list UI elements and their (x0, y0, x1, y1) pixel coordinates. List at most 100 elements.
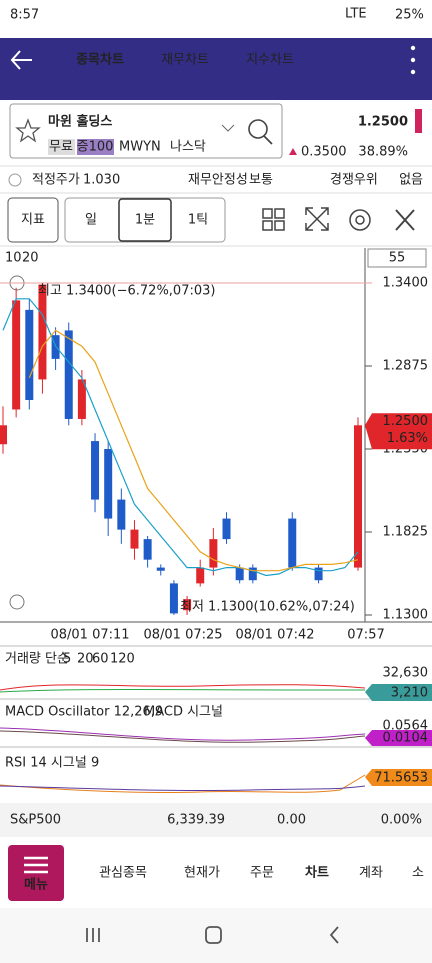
period-value: 55 (389, 251, 406, 266)
search-icon (263, 135, 273, 145)
badge: 증100 (77, 140, 114, 155)
android-buttons[interactable] (86, 926, 339, 944)
low-annotation: 최저 1.1300(10.62%,07:24) (180, 600, 355, 615)
nav-item[interactable]: 계좌 (359, 866, 383, 881)
stock-market: 나스닥 (170, 140, 206, 155)
indicator-period: 5 (63, 652, 71, 667)
more-button[interactable] (410, 45, 416, 75)
indicator-period: 120 (110, 652, 135, 667)
toolbar-button[interactable]: 지표 (21, 213, 45, 228)
ticker-bar (0, 803, 432, 837)
up-triangle (289, 148, 297, 155)
ma-line (28, 329, 359, 572)
zoom-out[interactable] (9, 594, 25, 610)
candle-body (196, 567, 205, 584)
volume-line (0, 689, 366, 693)
tools-icon[interactable] (395, 209, 415, 231)
info-label: 적정주가 (32, 173, 80, 188)
header-tab[interactable]: 지수차트 (246, 53, 294, 68)
candle-body (104, 449, 113, 519)
candle-body (288, 518, 297, 568)
candle-body (0, 425, 7, 445)
settings-icon (355, 215, 365, 225)
button-frame[interactable] (7, 197, 59, 243)
candle-body (77, 379, 86, 419)
candle-body (117, 499, 126, 530)
ma-line (2, 298, 359, 577)
toolbar-button[interactable]: 1틱 (188, 213, 208, 228)
period-box[interactable] (367, 248, 427, 268)
badge-bg (77, 139, 114, 155)
status-time: 8:57 (10, 8, 39, 23)
stock-change: 0.3500 (301, 145, 347, 160)
help-icon[interactable] (8, 173, 22, 187)
legend-entry: 10 (5, 251, 22, 266)
android-nav (0, 908, 432, 963)
legend-entry: 20 (22, 251, 39, 266)
info-value: 없음 (399, 173, 423, 188)
rsi-line (0, 774, 366, 794)
stock-ticker: MWYN (119, 140, 161, 155)
search-icon[interactable] (248, 119, 268, 139)
candle-body (38, 284, 47, 380)
toolbar-button[interactable]: 일 (85, 213, 97, 228)
nav-item[interactable]: 소 (412, 866, 424, 881)
status-network: LTE (345, 7, 367, 22)
indicator-max: 0.0564 (383, 719, 429, 734)
layout-icon[interactable] (262, 208, 285, 231)
ticker-change-pct: 0.00% (381, 813, 422, 828)
indicator-label: MACD 시그널 (144, 705, 223, 720)
candle-body (248, 567, 257, 581)
info-value: 1.030 (83, 173, 120, 188)
info-label: 경쟁우위 (330, 173, 378, 188)
menu-icon (24, 856, 48, 874)
back-button[interactable] (10, 50, 32, 70)
candle-body (130, 529, 139, 549)
header-tab[interactable]: 종목차트 (76, 52, 124, 68)
ticker-change: 0.00 (277, 813, 306, 828)
candle-body (354, 425, 362, 568)
y-tick-label: 1.1825 (383, 525, 429, 540)
x-tick-label: 08/01 07:11 (50, 628, 129, 643)
indicator-max: 32,630 (383, 666, 429, 681)
last-price: 1.2500 (383, 414, 429, 429)
indicator-box (365, 684, 432, 701)
header-bar (0, 38, 432, 100)
menu-label[interactable]: 메뉴 (24, 878, 48, 893)
indicator-last: 3,210 (391, 686, 428, 701)
nav-item[interactable]: 현재가 (184, 866, 220, 881)
button-selected[interactable] (118, 198, 172, 242)
price-bar (415, 109, 422, 133)
x-tick-label: 07:57 (347, 628, 384, 643)
last-price-box (365, 413, 432, 450)
favorite-star[interactable] (15, 118, 41, 143)
nav-item[interactable]: 차트 (305, 865, 329, 881)
indicator-last: 71.5653 (374, 771, 428, 786)
last-change: 1.63% (387, 431, 428, 446)
ticker-name: S&P500 (10, 813, 61, 828)
candle-body (235, 567, 244, 581)
dropdown-icon[interactable] (221, 124, 235, 132)
info-value: 보통 (249, 173, 273, 188)
y-tick-label: 1.3400 (383, 276, 429, 291)
candle-body (314, 567, 323, 581)
macd-line (0, 730, 366, 743)
indicator-label: MACD Oscillator 12,26,9 (5, 705, 163, 720)
y-tick-label: 1.1300 (383, 608, 429, 623)
y-tick-label: 1.2875 (383, 359, 429, 374)
nav-item[interactable]: 관심종목 (99, 866, 147, 881)
indicator-period: 60 (92, 652, 109, 667)
expand-icon[interactable] (305, 207, 329, 231)
candle-body (143, 539, 152, 560)
indicator-box (365, 769, 432, 786)
rsi-line (0, 785, 366, 792)
indicator-label: 거래량 단순 (5, 652, 69, 667)
settings-icon[interactable] (349, 209, 371, 231)
candle-body (183, 599, 192, 611)
nav-item[interactable]: 주문 (250, 866, 274, 881)
macd-line (0, 727, 366, 741)
x-tick-label: 08/01 07:25 (143, 628, 222, 643)
header-tab[interactable]: 재무차트 (161, 53, 209, 68)
status-battery: 25% (395, 8, 424, 23)
toolbar-button[interactable]: 1분 (135, 213, 155, 228)
